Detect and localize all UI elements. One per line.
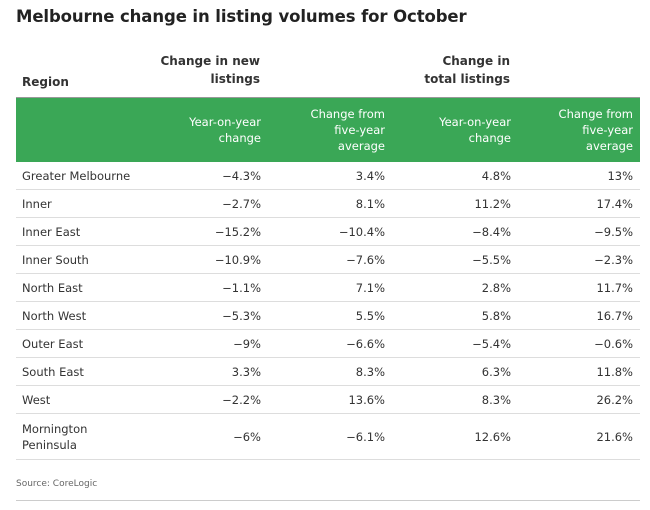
- total-yoy-cell: −5.4%: [472, 336, 511, 351]
- group-header-new-listings: Change in new listings: [160, 54, 261, 86]
- new-yoy-cell: −4.3%: [222, 168, 261, 183]
- region-cell: Inner: [22, 196, 52, 211]
- new-yoy-cell: −6%: [233, 429, 261, 444]
- total-five-year-cell: 17.4%: [596, 196, 633, 211]
- total-five-year-cell: 16.7%: [596, 308, 633, 323]
- footer-divider: [16, 500, 640, 501]
- column-header-new-yoy: Year-on-year change: [189, 115, 261, 145]
- new-yoy-cell: −5.3%: [222, 308, 261, 323]
- new-five-year-cell: 5.5%: [355, 308, 385, 323]
- table-row: West −2.2% 13.6% 8.3% 26.2%: [16, 386, 640, 414]
- table-row: North West −5.3% 5.5% 5.8% 16.7%: [16, 302, 640, 330]
- column-header-total-five-year: Change from five-year average: [558, 107, 633, 153]
- header-divider: [16, 97, 640, 98]
- column-header-region: Region: [22, 75, 69, 89]
- total-yoy-cell: 6.3%: [481, 364, 511, 379]
- total-five-year-cell: −0.6%: [594, 336, 633, 351]
- listings-table: Greater Melbourne −4.3% 3.4% 4.8% 13% Inner −2…: [16, 162, 640, 460]
- total-five-year-cell: 26.2%: [596, 392, 633, 407]
- new-five-year-cell: −10.4%: [338, 224, 385, 239]
- total-yoy-cell: 5.8%: [481, 308, 511, 323]
- new-yoy-cell: −2.2%: [222, 392, 261, 407]
- new-five-year-cell: 8.3%: [355, 364, 385, 379]
- total-yoy-cell: 12.6%: [474, 429, 511, 444]
- region-cell: Inner East: [22, 224, 81, 239]
- group-header-total-listings: Change in total listings: [424, 54, 510, 86]
- new-yoy-cell: 3.3%: [231, 364, 261, 379]
- total-yoy-cell: 4.8%: [481, 168, 511, 183]
- new-five-year-cell: 3.4%: [355, 168, 385, 183]
- new-five-year-cell: 13.6%: [348, 392, 385, 407]
- total-yoy-cell: −5.5%: [472, 252, 511, 267]
- new-yoy-cell: −1.1%: [222, 280, 261, 295]
- new-yoy-cell: −10.9%: [214, 252, 261, 267]
- table-row: Outer East −9% −6.6% −5.4% −0.6%: [16, 330, 640, 358]
- region-cell: Mornington Peninsula: [22, 421, 88, 452]
- table-row: Inner −2.7% 8.1% 11.2% 17.4%: [16, 190, 640, 218]
- total-five-year-cell: 13%: [607, 168, 633, 183]
- region-cell: West: [22, 392, 51, 407]
- total-five-year-cell: 21.6%: [596, 429, 633, 444]
- table-row: Mornington Peninsula −6% −6.1% 12.6% 21.6%: [16, 414, 640, 460]
- region-cell: North West: [22, 308, 87, 323]
- total-five-year-cell: 11.7%: [596, 280, 633, 295]
- table-row: Inner South −10.9% −7.6% −5.5% −2.3%: [16, 246, 640, 274]
- new-five-year-cell: −6.6%: [346, 336, 385, 351]
- new-five-year-cell: −7.6%: [346, 252, 385, 267]
- source-note: Source: CoreLogic: [16, 479, 98, 489]
- table-row: South East 3.3% 8.3% 6.3% 11.8%: [16, 358, 640, 386]
- column-header-total-yoy: Year-on-year change: [439, 115, 511, 145]
- new-yoy-cell: −15.2%: [214, 224, 261, 239]
- region-cell: Greater Melbourne: [22, 168, 131, 183]
- chart-title: Melbourne change in listing volumes for …: [16, 7, 467, 26]
- column-header-new-five-year: Change from five-year average: [310, 107, 385, 153]
- total-yoy-cell: 11.2%: [474, 196, 511, 211]
- region-cell: Outer East: [22, 336, 84, 351]
- table-row: Greater Melbourne −4.3% 3.4% 4.8% 13%: [16, 162, 640, 190]
- total-five-year-cell: 11.8%: [596, 364, 633, 379]
- new-five-year-cell: 8.1%: [355, 196, 385, 211]
- region-cell: North East: [22, 280, 83, 295]
- column-header-band: Year-on-year change Change from five-yea…: [16, 98, 640, 162]
- new-five-year-cell: −6.1%: [346, 429, 385, 444]
- table-row: Inner East −15.2% −10.4% −8.4% −9.5%: [16, 218, 640, 246]
- new-five-year-cell: 7.1%: [355, 280, 385, 295]
- total-yoy-cell: −8.4%: [472, 224, 511, 239]
- region-cell: South East: [22, 364, 84, 379]
- new-yoy-cell: −9%: [233, 336, 261, 351]
- total-five-year-cell: −2.3%: [594, 252, 633, 267]
- table-row: North East −1.1% 7.1% 2.8% 11.7%: [16, 274, 640, 302]
- new-yoy-cell: −2.7%: [222, 196, 261, 211]
- total-yoy-cell: 8.3%: [481, 392, 511, 407]
- region-cell: Inner South: [22, 252, 89, 267]
- total-five-year-cell: −9.5%: [594, 224, 633, 239]
- total-yoy-cell: 2.8%: [481, 280, 511, 295]
